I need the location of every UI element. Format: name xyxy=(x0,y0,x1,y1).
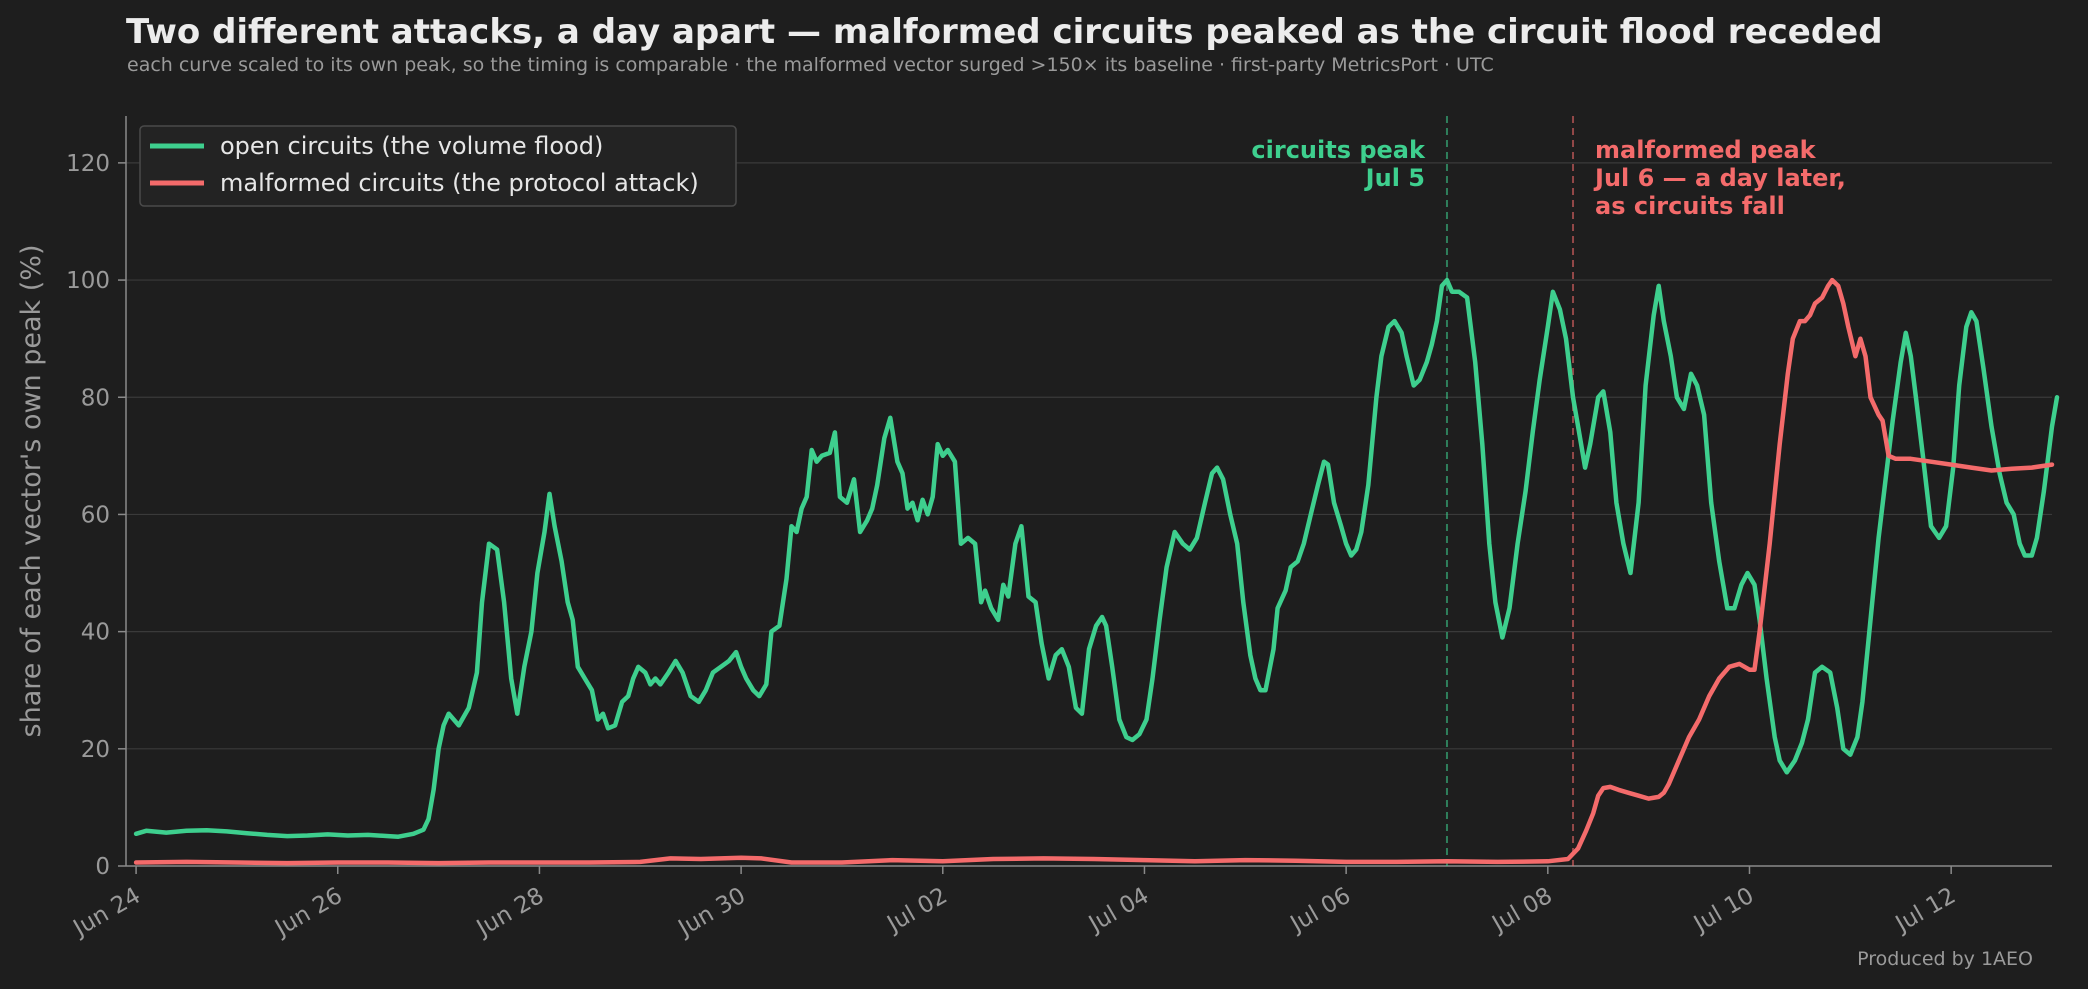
x-tick-label: Jul 04 xyxy=(1083,883,1153,939)
peak-annotation: circuits peak Jul 5 xyxy=(1251,136,1426,192)
chart-title: Two different attacks, a day apart — mal… xyxy=(126,12,1883,52)
legend-label: open circuits (the volume flood) xyxy=(220,132,603,160)
annotation-line: Jul 5 xyxy=(1364,164,1425,192)
axes: 0 20 40 60 80 100 120 Jun 24 Jun 26 Jun 28 Jun 30 J… xyxy=(16,116,2052,942)
x-tick-label: Jun 26 xyxy=(269,883,347,943)
y-tick-label: 0 xyxy=(95,854,110,880)
annotation-line: malformed peak xyxy=(1595,136,1817,164)
annotation-line: Jul 6 — a day later, xyxy=(1593,164,1846,192)
y-axis-label: share of each vector's own peak (%) xyxy=(16,245,47,738)
legend-box xyxy=(139,125,737,207)
peak-annotations: circuits peak Jul 5 malformed peak Jul 6 — … xyxy=(1251,136,1845,220)
y-tick-label: 20 xyxy=(81,737,110,763)
y-tick-label: 120 xyxy=(66,151,110,177)
x-tick-label: Jun 24 xyxy=(68,883,146,943)
legend: open circuits (the volume flood) malforme… xyxy=(139,125,737,207)
annotation-line: circuits peak xyxy=(1251,136,1426,164)
x-tick-label: Jul 10 xyxy=(1688,883,1758,939)
x-tick-label: Jun 28 xyxy=(471,883,549,943)
peak-markers xyxy=(1445,116,1575,866)
legend-label: malformed circuits (the protocol attack) xyxy=(220,169,699,197)
x-tick-label: Jul 08 xyxy=(1486,883,1556,939)
y-tick-label: 40 xyxy=(81,620,110,646)
x-tick-label: Jul 12 xyxy=(1890,883,1960,939)
x-tick-label: Jul 02 xyxy=(881,883,951,939)
x-tick-label: Jun 30 xyxy=(673,883,751,943)
x-tick-label: Jul 06 xyxy=(1285,883,1355,939)
series-line xyxy=(133,277,2060,839)
series-lines xyxy=(133,277,2060,866)
peak-annotation: malformed peak Jul 6 — a day later, as cir… xyxy=(1593,136,1846,220)
y-tick-label: 80 xyxy=(81,385,110,411)
chart-subtitle: each curve scaled to its own peak, so th… xyxy=(127,54,1494,76)
y-tick-label: 60 xyxy=(81,502,110,528)
annotation-line: as circuits fall xyxy=(1595,192,1785,220)
y-tick-label: 100 xyxy=(66,268,110,294)
series-line xyxy=(133,277,2055,866)
credit-text: Produced by 1AEO xyxy=(1857,948,2033,970)
